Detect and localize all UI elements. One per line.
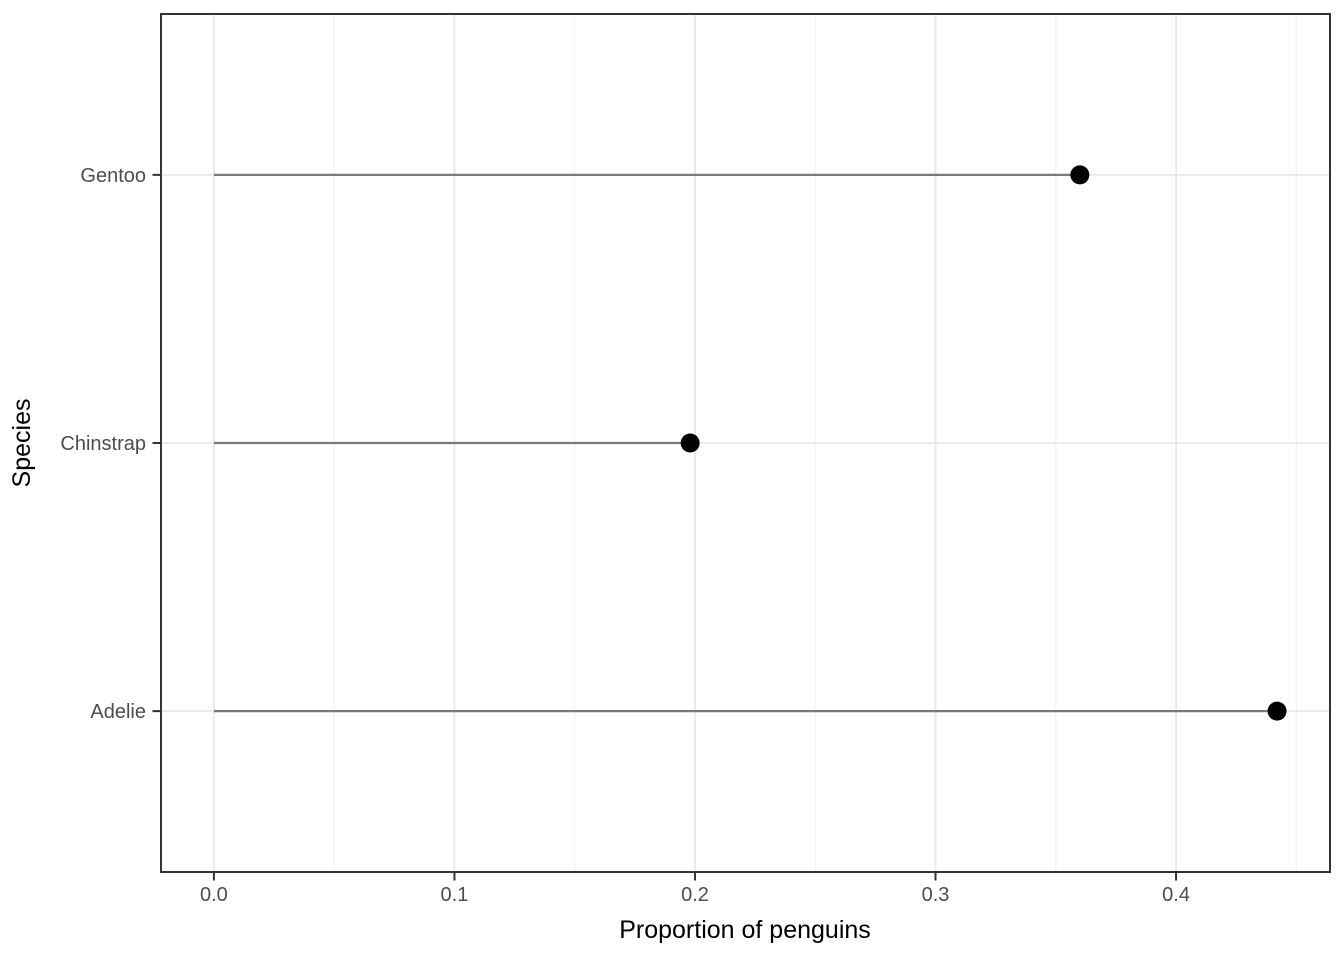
- x-tick-label: 0.1: [441, 884, 469, 906]
- data-point: [680, 433, 700, 453]
- y-tick-label: Gentoo: [80, 165, 146, 187]
- data-point: [1267, 701, 1287, 721]
- x-axis-title: Proportion of penguins: [619, 916, 871, 944]
- data-point: [1070, 165, 1090, 185]
- x-tick-label: 0.0: [200, 884, 228, 906]
- x-tick-label: 0.2: [681, 884, 709, 906]
- series-layer: [213, 165, 1287, 721]
- y-tick-label: Adelie: [90, 701, 146, 723]
- y-tick-label: Chinstrap: [60, 433, 146, 455]
- x-tick-label: 0.4: [1162, 884, 1190, 906]
- x-tick-label: 0.3: [922, 884, 950, 906]
- y-axis-title: Species: [8, 399, 36, 488]
- axis-layer: 0.0 0.1 0.2 0.3 0.4 Gentoo Chinstrap Adelie: [60, 165, 1190, 906]
